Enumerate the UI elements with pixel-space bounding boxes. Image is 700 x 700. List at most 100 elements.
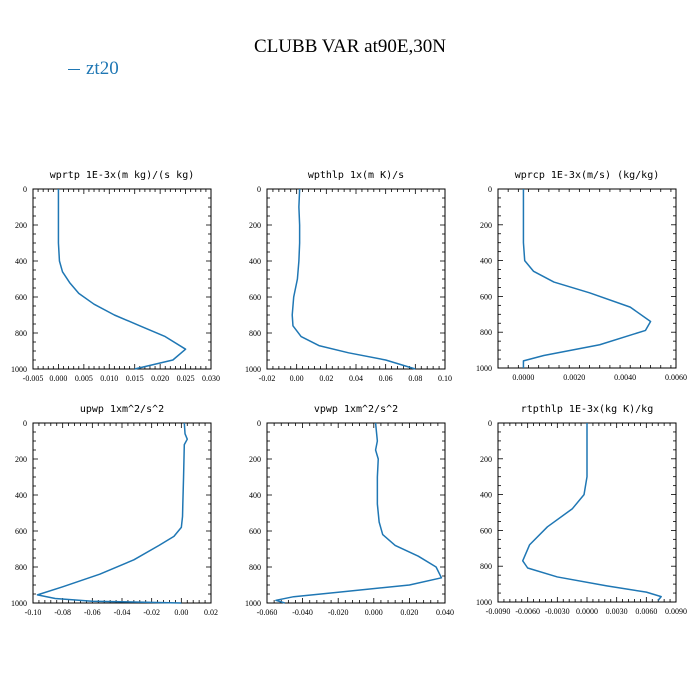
series-line bbox=[275, 422, 443, 604]
x-tick-label: 0.10 bbox=[438, 374, 452, 383]
y-tick-label: 400 bbox=[249, 491, 261, 500]
y-tick-label: 800 bbox=[480, 328, 492, 337]
panel-title: rtpthlp 1E-3x(kg K)/kg bbox=[521, 404, 653, 415]
x-tick-label: -0.02 bbox=[143, 608, 160, 617]
panel-2: wpthlp 1x(m K)/s 0 200 400 600 800 1000-0.02 0.… bbox=[245, 170, 452, 383]
x-tick-label: 0.000 bbox=[365, 608, 383, 617]
y-tick-label: 800 bbox=[15, 563, 27, 572]
y-tick-label: 1000 bbox=[11, 365, 27, 374]
x-tick-label: -0.02 bbox=[259, 374, 276, 383]
x-tick-label: 0.005 bbox=[75, 374, 93, 383]
y-tick-label: 200 bbox=[249, 221, 261, 230]
legend-line-icon bbox=[68, 69, 80, 71]
panel-1: wprtp 1E-3x(m kg)/(s kg) 0 200 400 600 800 100… bbox=[11, 170, 220, 383]
panel-6: rtpthlp 1E-3x(kg K)/kg02004006008001000-… bbox=[476, 404, 687, 616]
x-tick-label: -0.0060 bbox=[515, 607, 540, 616]
series-line bbox=[36, 422, 189, 604]
x-tick-label: -0.08 bbox=[54, 608, 71, 617]
panel-title: vpwp 1xm^2/s^2 bbox=[314, 404, 398, 415]
panel-frame bbox=[266, 188, 446, 370]
x-tick-label: 0.0000 bbox=[512, 373, 534, 382]
panel-frame bbox=[32, 188, 212, 370]
y-tick-label: 0 bbox=[257, 185, 261, 194]
series-line bbox=[521, 423, 662, 601]
x-tick-label: -0.040 bbox=[292, 608, 313, 617]
y-tick-label: 1000 bbox=[245, 365, 261, 374]
x-tick-label: 0.0090 bbox=[665, 607, 687, 616]
x-tick-label: 0.06 bbox=[379, 374, 393, 383]
x-tick-label: -0.005 bbox=[23, 374, 44, 383]
series-line bbox=[522, 189, 652, 368]
panel-frame bbox=[497, 188, 677, 369]
y-tick-label: 600 bbox=[480, 526, 492, 535]
legend-label: zt20 bbox=[86, 58, 119, 79]
y-tick-label: 600 bbox=[249, 293, 261, 302]
x-tick-label: 0.015 bbox=[126, 374, 144, 383]
x-tick-label: 0.0060 bbox=[635, 607, 657, 616]
x-tick-label: 0.020 bbox=[400, 608, 418, 617]
y-tick-label: 400 bbox=[249, 257, 261, 266]
legend: zt20 bbox=[68, 58, 119, 80]
x-tick-label: 0.0030 bbox=[606, 607, 628, 616]
x-tick-label: 0.04 bbox=[349, 374, 363, 383]
y-tick-label: 1000 bbox=[245, 599, 261, 608]
y-tick-label: 200 bbox=[480, 221, 492, 230]
x-tick-label: 0.0020 bbox=[563, 373, 585, 382]
x-tick-label: -0.020 bbox=[328, 608, 349, 617]
y-tick-label: 0 bbox=[257, 419, 261, 428]
y-tick-label: 800 bbox=[15, 329, 27, 338]
panel-frame bbox=[266, 422, 446, 604]
y-tick-label: 800 bbox=[249, 563, 261, 572]
y-tick-label: 800 bbox=[480, 562, 492, 571]
y-tick-label: 1000 bbox=[476, 364, 492, 373]
y-tick-label: 0 bbox=[488, 185, 492, 194]
x-tick-label: 0.0060 bbox=[665, 373, 687, 382]
x-tick-label: 0.010 bbox=[100, 374, 118, 383]
y-tick-label: 200 bbox=[15, 221, 27, 230]
y-tick-label: 400 bbox=[15, 491, 27, 500]
x-tick-label: 0.00 bbox=[174, 608, 188, 617]
y-tick-label: 400 bbox=[480, 491, 492, 500]
x-tick-label: 0.08 bbox=[408, 374, 422, 383]
series-line bbox=[57, 189, 187, 370]
figure-title: CLUBB VAR at90E,30N bbox=[254, 36, 446, 57]
panel-4: upwp 1xm^2/s^2 0 200 400 600 800 1000-0.10 -0.0… bbox=[11, 404, 218, 617]
panel-title: wprtp 1E-3x(m kg)/(s kg) bbox=[50, 170, 195, 181]
x-tick-label: -0.0030 bbox=[545, 607, 570, 616]
x-tick-label: -0.10 bbox=[25, 608, 42, 617]
panel-title: wpthlp 1x(m K)/s bbox=[308, 170, 404, 181]
x-tick-label: -0.060 bbox=[257, 608, 278, 617]
y-tick-label: 600 bbox=[15, 527, 27, 536]
y-tick-label: 600 bbox=[480, 292, 492, 301]
x-tick-label: 0.025 bbox=[177, 374, 195, 383]
x-tick-label: 0.030 bbox=[202, 374, 220, 383]
x-tick-label: -0.0090 bbox=[486, 607, 511, 616]
y-tick-label: 0 bbox=[23, 419, 27, 428]
x-tick-label: 0.02 bbox=[319, 374, 333, 383]
y-tick-label: 600 bbox=[15, 293, 27, 302]
series-line bbox=[291, 188, 416, 370]
y-tick-label: 0 bbox=[488, 419, 492, 428]
y-tick-label: 0 bbox=[23, 185, 27, 194]
x-tick-label: -0.06 bbox=[84, 608, 101, 617]
x-tick-label: 0.0000 bbox=[576, 607, 598, 616]
x-tick-label: 0.000 bbox=[49, 374, 67, 383]
x-tick-label: 0.040 bbox=[436, 608, 454, 617]
y-tick-label: 800 bbox=[249, 329, 261, 338]
x-tick-label: 0.00 bbox=[290, 374, 304, 383]
x-tick-label: 0.020 bbox=[151, 374, 169, 383]
y-tick-label: 1000 bbox=[11, 599, 27, 608]
x-tick-label: 0.0040 bbox=[614, 373, 636, 382]
panel-title: upwp 1xm^2/s^2 bbox=[80, 404, 164, 415]
panel-3: wprcp 1E-3x(m/s) (kg/kg) 0 200 400 600 800 100… bbox=[476, 170, 687, 382]
y-tick-label: 200 bbox=[249, 455, 261, 464]
panel-title: wprcp 1E-3x(m/s) (kg/kg) bbox=[515, 170, 660, 181]
y-tick-label: 1000 bbox=[476, 598, 492, 607]
x-tick-label: 0.02 bbox=[204, 608, 218, 617]
x-tick-label: -0.04 bbox=[114, 608, 131, 617]
y-tick-label: 200 bbox=[15, 455, 27, 464]
y-tick-label: 400 bbox=[480, 257, 492, 266]
panel-5: vpwp 1xm^2/s^2 0 200 400 600 800 1000-0.060 -0.… bbox=[245, 404, 454, 617]
